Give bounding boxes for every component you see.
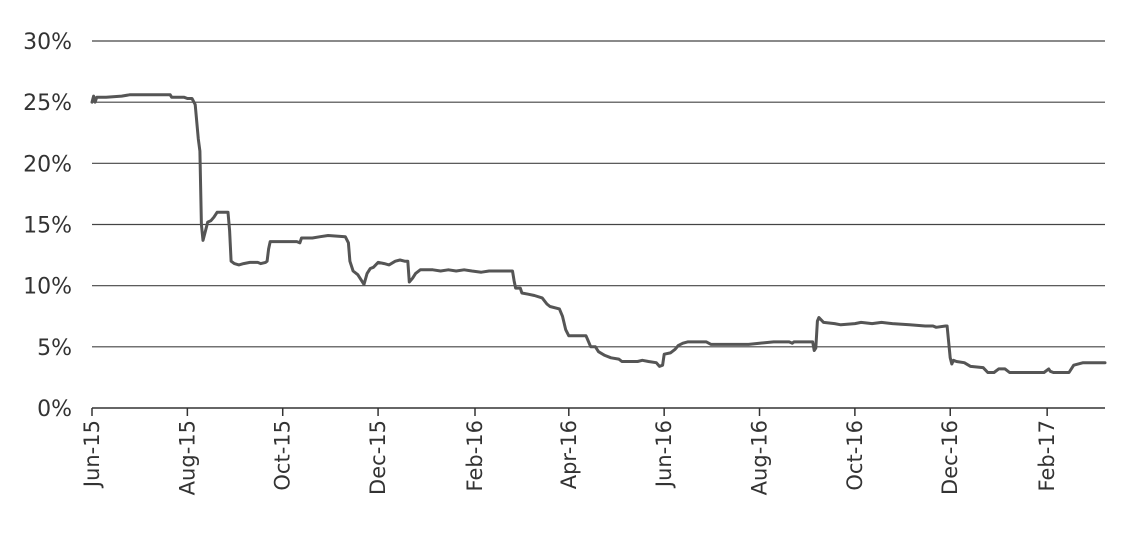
x-tick-label: Aug-15: [175, 420, 199, 495]
x-tick-label: Apr-16: [557, 420, 581, 489]
grid-lines: [92, 40, 1105, 348]
x-tick-label: Dec-16: [938, 420, 962, 495]
y-tick-label: 10%: [23, 275, 72, 300]
y-tick-label: 15%: [23, 214, 72, 239]
x-tick-label: Jun-15: [80, 420, 104, 489]
y-axis-tick-labels: 0% 5% 10% 15% 20% 25% 30%: [23, 30, 72, 422]
series-layer: [90, 93, 1107, 374]
x-tick-label: Feb-16: [463, 420, 487, 491]
x-tick-label: Oct-15: [271, 420, 295, 491]
x-tick-label: Oct-16: [843, 420, 867, 491]
x-tick-label: Aug-16: [748, 420, 772, 495]
x-tick-label: Dec-15: [366, 420, 390, 495]
x-tick-label: Jun-16: [652, 420, 676, 489]
y-tick-label: 25%: [23, 91, 72, 116]
y-tick-label: 0%: [37, 397, 72, 422]
y-tick-label: 30%: [23, 30, 72, 55]
y-tick-label: 20%: [23, 152, 72, 177]
series-line-0: [90, 93, 1107, 374]
x-axis: Jun-15 Aug-15 Oct-15 Dec-15 Feb-16 Apr-16 Jun-…: [80, 407, 1105, 495]
y-tick-label: 5%: [37, 336, 72, 361]
x-tick-label: Feb-17: [1035, 420, 1059, 491]
